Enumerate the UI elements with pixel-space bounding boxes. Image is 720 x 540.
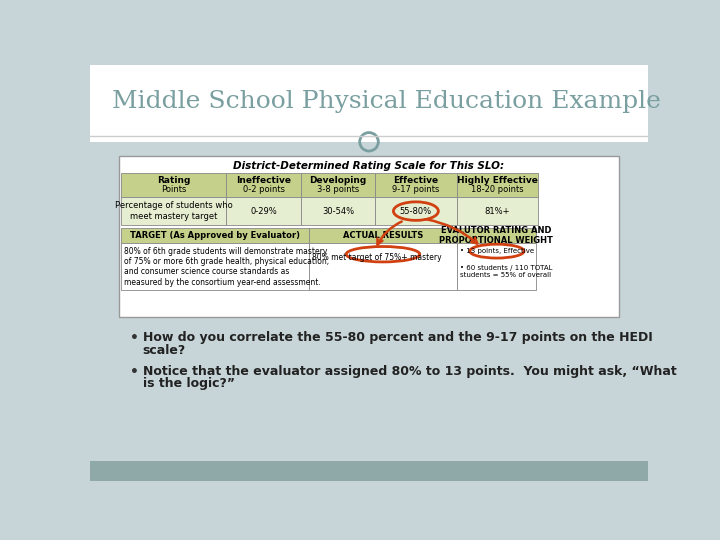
FancyBboxPatch shape [226,173,301,197]
Text: scale?: scale? [143,343,186,356]
FancyBboxPatch shape [121,197,226,225]
FancyBboxPatch shape [121,173,226,197]
FancyBboxPatch shape [310,244,456,289]
Text: Highly Effective: Highly Effective [456,176,538,185]
Text: Rating: Rating [157,176,190,185]
Text: 0-2 points: 0-2 points [243,185,284,194]
Text: Percentage of students who
meet mastery target: Percentage of students who meet mastery … [114,201,233,221]
FancyBboxPatch shape [310,228,456,244]
Text: Developing: Developing [310,176,366,185]
FancyBboxPatch shape [226,197,301,225]
Text: 80% met target of 75%+ mastery: 80% met target of 75%+ mastery [312,253,442,262]
Text: Middle School Physical Education Example: Middle School Physical Education Example [112,90,660,113]
FancyBboxPatch shape [456,228,536,244]
Text: EVALUTOR RATING AND
PROPORTIONAL WEIGHT: EVALUTOR RATING AND PROPORTIONAL WEIGHT [439,226,553,246]
FancyBboxPatch shape [120,156,618,318]
Text: • 60 students / 110 TOTAL
students = 55% of overall: • 60 students / 110 TOTAL students = 55%… [459,265,552,278]
Text: Points: Points [161,185,186,194]
FancyBboxPatch shape [301,197,375,225]
Text: 55-80%: 55-80% [400,207,432,215]
FancyBboxPatch shape [90,65,648,142]
Text: 80% of 6th grade students will demonstrate mastery
of 75% or more 6th grade heal: 80% of 6th grade students will demonstra… [124,247,329,287]
Text: TARGET (As Approved by Evaluator): TARGET (As Approved by Evaluator) [130,231,300,240]
Text: Notice that the evaluator assigned 80% to 13 points.  You might ask, “What: Notice that the evaluator assigned 80% t… [143,365,677,378]
Text: Effective: Effective [393,176,438,185]
FancyBboxPatch shape [121,244,310,289]
FancyBboxPatch shape [456,197,538,225]
Text: 3-8 points: 3-8 points [317,185,359,194]
Text: Ineffective: Ineffective [236,176,291,185]
Text: is the logic?”: is the logic?” [143,377,235,390]
Text: 18-20 points: 18-20 points [471,185,523,194]
Text: District-Determined Rating Scale for This SLO:: District-Determined Rating Scale for Thi… [233,161,505,171]
FancyBboxPatch shape [121,228,310,244]
FancyBboxPatch shape [90,461,648,481]
Text: 81%+: 81%+ [485,207,510,215]
Text: How do you correlate the 55-80 percent and the 9-17 points on the HEDI: How do you correlate the 55-80 percent a… [143,331,652,344]
Text: • 13 points, Effective: • 13 points, Effective [459,248,534,254]
Text: ACTUAL RESULTS: ACTUAL RESULTS [343,231,423,240]
Text: •: • [130,365,139,379]
Text: 30-54%: 30-54% [322,207,354,215]
FancyBboxPatch shape [301,173,375,197]
FancyBboxPatch shape [375,173,456,197]
FancyBboxPatch shape [375,197,456,225]
FancyBboxPatch shape [456,173,538,197]
Text: •: • [130,331,139,345]
Text: 0-29%: 0-29% [251,207,277,215]
FancyBboxPatch shape [456,244,536,289]
Text: 9-17 points: 9-17 points [392,185,440,194]
